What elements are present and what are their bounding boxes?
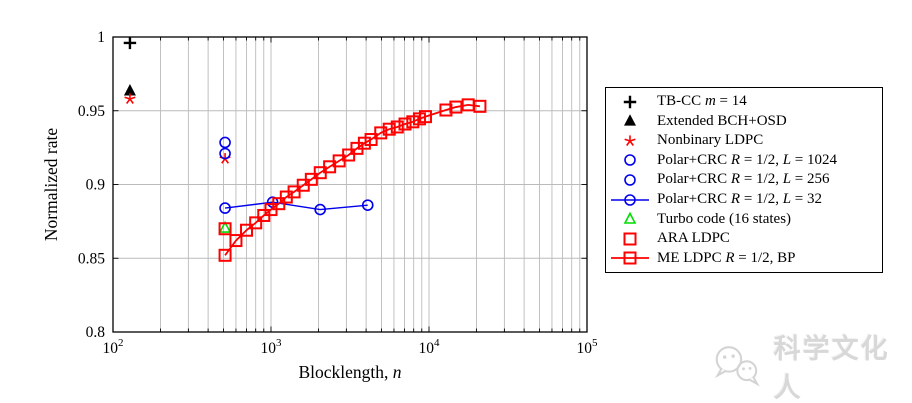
legend-item-polar-crc-l1024: Polar+CRC R = 1/2, L = 1024 [610, 151, 876, 170]
x-tick-label: 105 [577, 337, 599, 357]
extended-bch-osd-legend-marker-icon [624, 114, 636, 126]
y-tick-label: 0.95 [78, 103, 105, 120]
series-turbo-code [218, 220, 232, 233]
x-tick-label: 104 [419, 337, 441, 357]
y-tick-label: 0.85 [78, 250, 105, 267]
legend-item-turbo-code: Turbo code (16 states) [610, 210, 876, 229]
legend-item-tb-cc: TB-CC m = 14 [610, 92, 876, 111]
series-ara-ldpc [218, 222, 232, 236]
polar-crc-l1024-legend-marker-icon [624, 154, 636, 167]
plot-frame [112, 36, 588, 333]
polar-crc-l256-legend-marker-icon [624, 174, 636, 186]
legend-item-extended-bch-osd: Extended BCH+OSD [610, 112, 876, 131]
gridlines [113, 37, 587, 332]
legend-label: TB-CC m = 14 [657, 93, 747, 110]
legend: TB-CC m = 14 Extended BCH+OSD Nonbinary LD… [605, 87, 883, 273]
watermark: 科学文化人 [712, 334, 910, 403]
legend-label: Turbo code (16 states) [657, 210, 792, 227]
y-tick-label: 0.9 [86, 177, 106, 194]
polar-crc-l32-legend-marker-icon [611, 193, 649, 206]
legend-item-nonbinary-ldpc: Nonbinary LDPC [610, 131, 876, 150]
legend-item-polar-crc-l32: Polar+CRC R = 1/2, L = 32 [610, 190, 876, 209]
legend-label: Polar+CRC R = 1/2, L = 1024 [657, 151, 838, 168]
ara-ldpc-legend-marker-icon [623, 232, 637, 246]
me-ldpc-legend-marker-icon [611, 251, 649, 265]
tb-cc-legend-marker-icon [623, 95, 637, 108]
legend-label: Nonbinary LDPC [657, 132, 764, 149]
axis-labels: Blocklength, n Normalized rate [41, 128, 402, 382]
legend-label: ME LDPC R = 1/2, BP [657, 249, 796, 266]
legend-item-polar-crc-l256: Polar+CRC R = 1/2, L = 256 [610, 170, 876, 189]
legend-label: Polar+CRC R = 1/2, L = 256 [657, 171, 830, 188]
series-extended-bch-osd [123, 84, 136, 96]
y-axis-label: Normalized rate [41, 128, 61, 241]
legend-label: ARA LDPC [657, 230, 730, 247]
wechat-logo-icon [714, 346, 760, 387]
series-polar-crc-l1024 [219, 136, 231, 149]
series-polar-crc-l32 [219, 196, 374, 216]
legend-item-ara-ldpc: ARA LDPC [610, 229, 876, 248]
series-nonbinary-ldpc [124, 93, 231, 164]
series-tb-cc [123, 36, 137, 50]
watermark-text: 科学文化人 [773, 334, 890, 403]
x-tick-label: 102 [103, 337, 124, 357]
nonbinary-ldpc-legend-marker-icon [624, 135, 636, 146]
series-me-ldpc [218, 98, 487, 262]
series-polar-crc-l256 [219, 147, 231, 160]
legend-item-me-ldpc: ME LDPC R = 1/2, BP [610, 249, 876, 268]
legend-label: Extended BCH+OSD [657, 112, 787, 129]
turbo-code-legend-marker-icon [623, 211, 637, 224]
legend-label: Polar+CRC R = 1/2, L = 32 [657, 191, 823, 207]
x-tick-label: 103 [261, 337, 283, 357]
y-tick-label: 0.8 [86, 324, 106, 341]
y-tick-label: 1 [97, 29, 105, 46]
x-axis-label: Blocklength, n [298, 362, 401, 382]
